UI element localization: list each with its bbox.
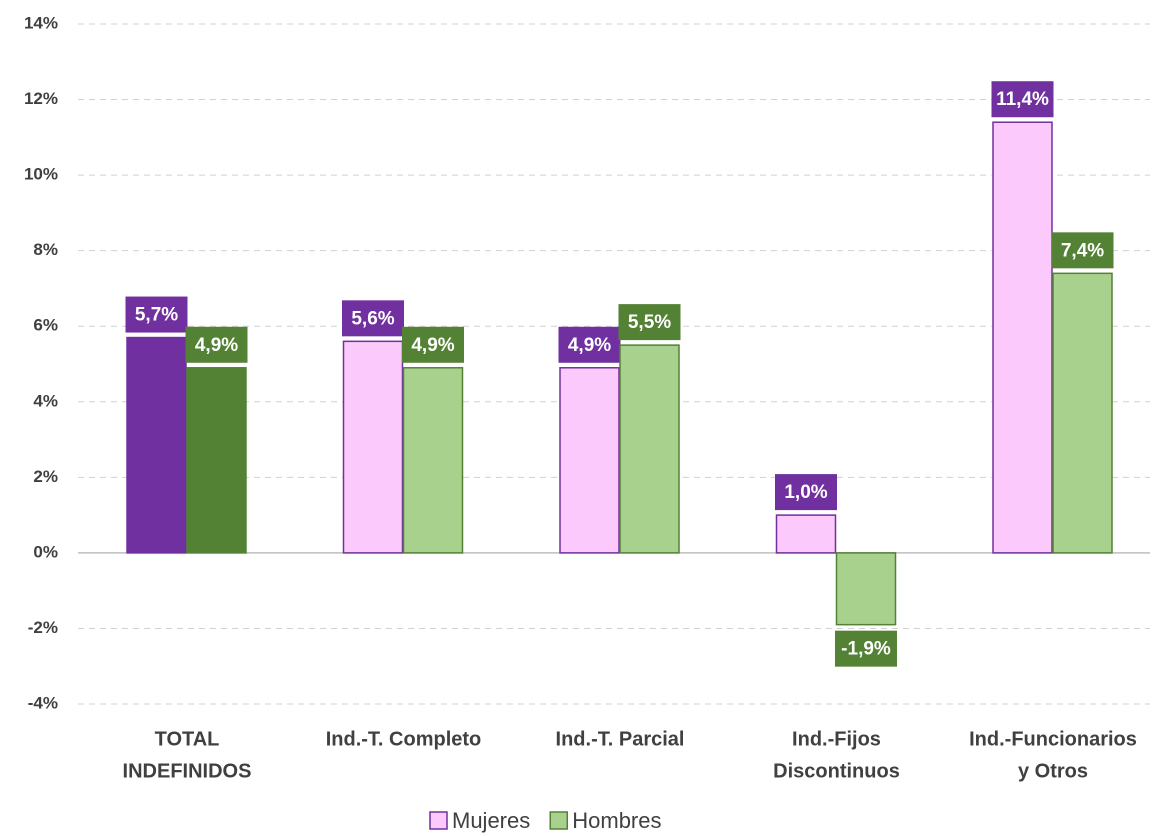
value-label-box [402,326,464,363]
value-label: 5,6% [351,308,394,329]
x-tick-label: INDEFINIDOS [123,760,252,782]
value-label-box [618,304,681,341]
legend-swatch [549,811,568,830]
y-tick-label: 12% [24,89,58,108]
value-label: 4,9% [195,335,238,356]
x-tick-label: Ind.-T. Parcial [556,728,685,750]
bar [992,121,1053,554]
y-tick-label: 8% [33,240,58,259]
y-tick-label: -4% [28,693,58,712]
bar [619,344,680,554]
x-tick-label: Discontinuos [773,760,900,782]
x-tick-label: Ind.-Fijos [792,728,881,750]
value-label: 4,9% [411,335,454,356]
x-tick-label: Ind.-T. Completo [326,728,482,750]
value-label-box [1051,232,1114,269]
bar [559,367,620,554]
legend-swatch [429,811,448,830]
value-label-box [835,630,897,667]
bar [342,340,404,554]
y-tick-label: 6% [33,316,58,335]
y-tick-label: 14% [24,13,58,32]
value-label: 5,7% [135,305,178,326]
value-label-box [342,300,404,337]
x-tick-label: Ind.-Funcionarios [969,728,1137,750]
bar [402,367,464,554]
bar [186,367,247,554]
bar [835,552,897,626]
x-tick-label: y Otros [1018,760,1088,782]
value-label: 11,4% [996,89,1049,110]
y-tick-label: 10% [24,165,58,184]
value-label: 7,4% [1061,240,1104,261]
value-label-box [125,296,188,333]
value-label-box [558,326,621,363]
bar [1052,272,1113,554]
value-label-box [775,474,837,511]
y-tick-label: 0% [33,542,58,561]
y-tick-label: 2% [33,467,58,486]
value-label: 1,0% [784,482,827,503]
y-tick-label: 4% [33,391,58,410]
value-label: 5,5% [628,312,671,333]
bar [126,336,187,554]
x-tick-label: TOTAL [155,728,220,750]
legend-label: Hombres [572,808,661,833]
value-label: -1,9% [841,639,891,660]
y-tick-label: -2% [28,618,58,637]
value-label: 4,9% [568,335,611,356]
bar [775,514,837,554]
legend-label: Mujeres [452,808,530,833]
value-label-box [185,326,248,363]
value-label-box [991,81,1054,118]
